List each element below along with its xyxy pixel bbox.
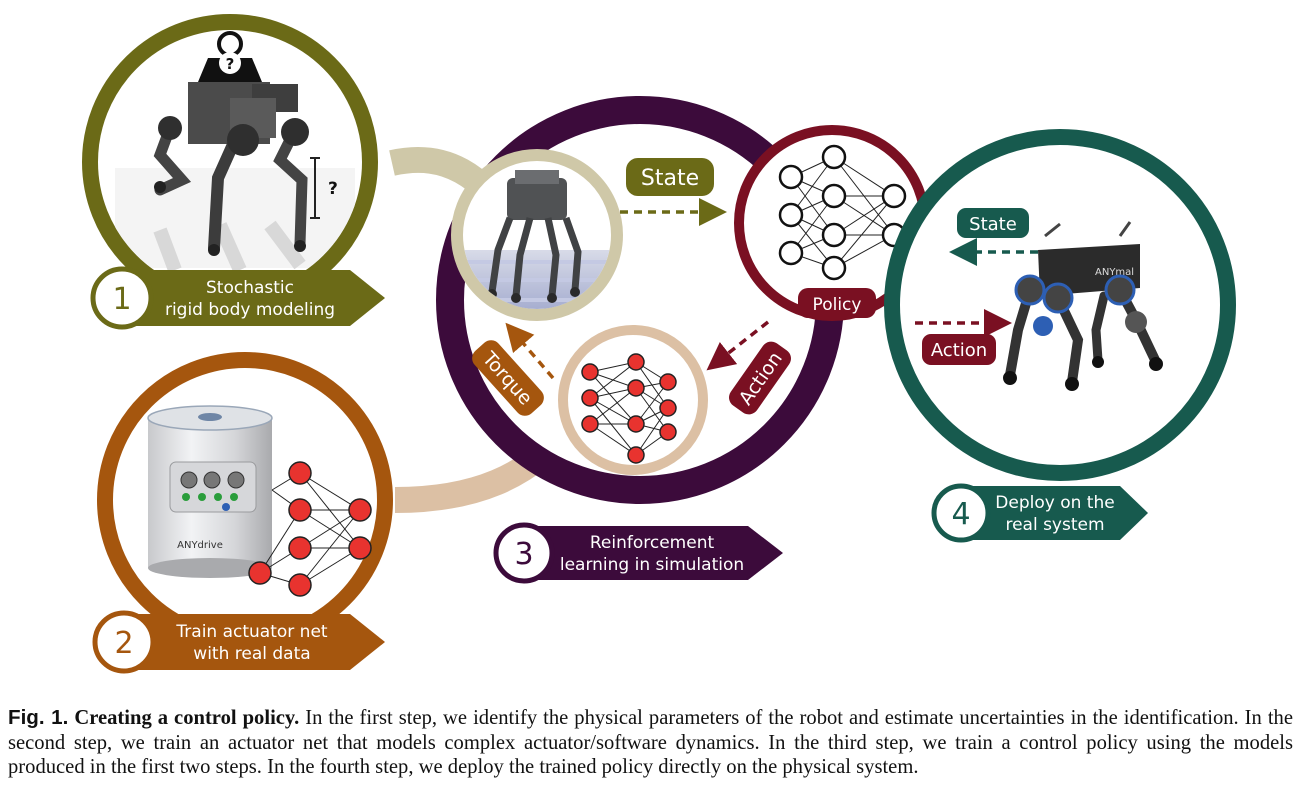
neuron [288, 536, 312, 560]
neuron [581, 415, 599, 433]
step3-label-line2: learning in simulation [560, 555, 744, 575]
neuron [627, 415, 645, 433]
state-sim-label: State [641, 166, 699, 191]
neuron [778, 164, 804, 190]
actuator-photo: ANYdrive [147, 405, 273, 578]
neuron [348, 536, 372, 560]
actuator-net-circle [558, 325, 708, 475]
step4-label-banner: 4 Deploy on the real system [931, 483, 1148, 543]
neuron [627, 379, 645, 397]
neuron [778, 202, 804, 228]
neuron [288, 573, 312, 597]
neuron [581, 389, 599, 407]
anymal-robot: ANYmal [1003, 221, 1163, 391]
figure-title: Creating a control policy. [74, 707, 300, 729]
action-real-label: Action [931, 340, 987, 361]
torque-arrow [505, 322, 555, 380]
step4-circle: ANYmal [884, 129, 1236, 481]
step4-label-line2: real system [1005, 515, 1104, 535]
action-sim-arrow [706, 320, 770, 371]
neuron [659, 399, 677, 417]
neuron [581, 363, 599, 381]
step4-label-line1: Deploy on the [995, 493, 1114, 513]
step1-circle: ? ? [82, 14, 378, 310]
step2-label-banner: 2 Train actuator net with real data [92, 610, 385, 674]
weight-icon: ? [198, 31, 262, 82]
torque-badge [472, 340, 544, 416]
figure-caption-text: In the first step, we identify the physi… [8, 707, 1293, 778]
neuron [821, 144, 847, 170]
step2-circle: ANYdrive [97, 352, 393, 648]
length-question: ? [328, 179, 338, 199]
neuron [821, 183, 847, 209]
neuron [821, 255, 847, 281]
neuron [627, 353, 645, 371]
policy-label: Policy [813, 295, 862, 315]
step3-label-line1: Reinforcement [590, 533, 715, 553]
step1-label-banner: 1 Stochastic rigid body modeling [90, 266, 385, 330]
action-real-badge [922, 334, 996, 365]
step2-number: 2 [114, 626, 133, 661]
robot-brand: ANYmal [1095, 267, 1134, 278]
step3-label-banner: 3 Reinforcement learning in simulation [493, 522, 783, 584]
step4-number: 4 [951, 497, 970, 532]
state-real-label: State [969, 214, 1017, 235]
action-sim-badge [729, 341, 791, 415]
figure-label: Fig. 1. [8, 706, 69, 729]
neuron [248, 561, 272, 585]
state-sim-badge [626, 158, 714, 196]
neuron [821, 222, 847, 248]
state-real-badge [957, 208, 1029, 238]
neuron [288, 498, 312, 522]
step1-number: 1 [112, 282, 131, 317]
step3-number: 3 [514, 537, 533, 572]
control-policy-diagram: Policy State Action Torque [82, 14, 1236, 674]
neuron [659, 373, 677, 391]
neuron [659, 423, 677, 441]
neuron [778, 240, 804, 266]
rigid-body-robot: ? [115, 82, 355, 273]
policy-badge [798, 288, 876, 318]
step2-label-line1: Train actuator net [175, 622, 328, 642]
actuator-brand: ANYdrive [177, 540, 223, 551]
figure-caption: Fig. 1. Creating a control policy. In th… [8, 706, 1293, 780]
neuron [348, 498, 372, 522]
neuron [881, 183, 907, 209]
step1-label-line2: rigid body modeling [165, 300, 335, 320]
step2-label-line2: with real data [193, 644, 310, 664]
neuron [627, 446, 645, 464]
neuron [288, 461, 312, 485]
step1-label-line1: Stochastic [206, 278, 294, 298]
mass-question: ? [226, 55, 235, 73]
sim-robot-circle [451, 149, 623, 321]
